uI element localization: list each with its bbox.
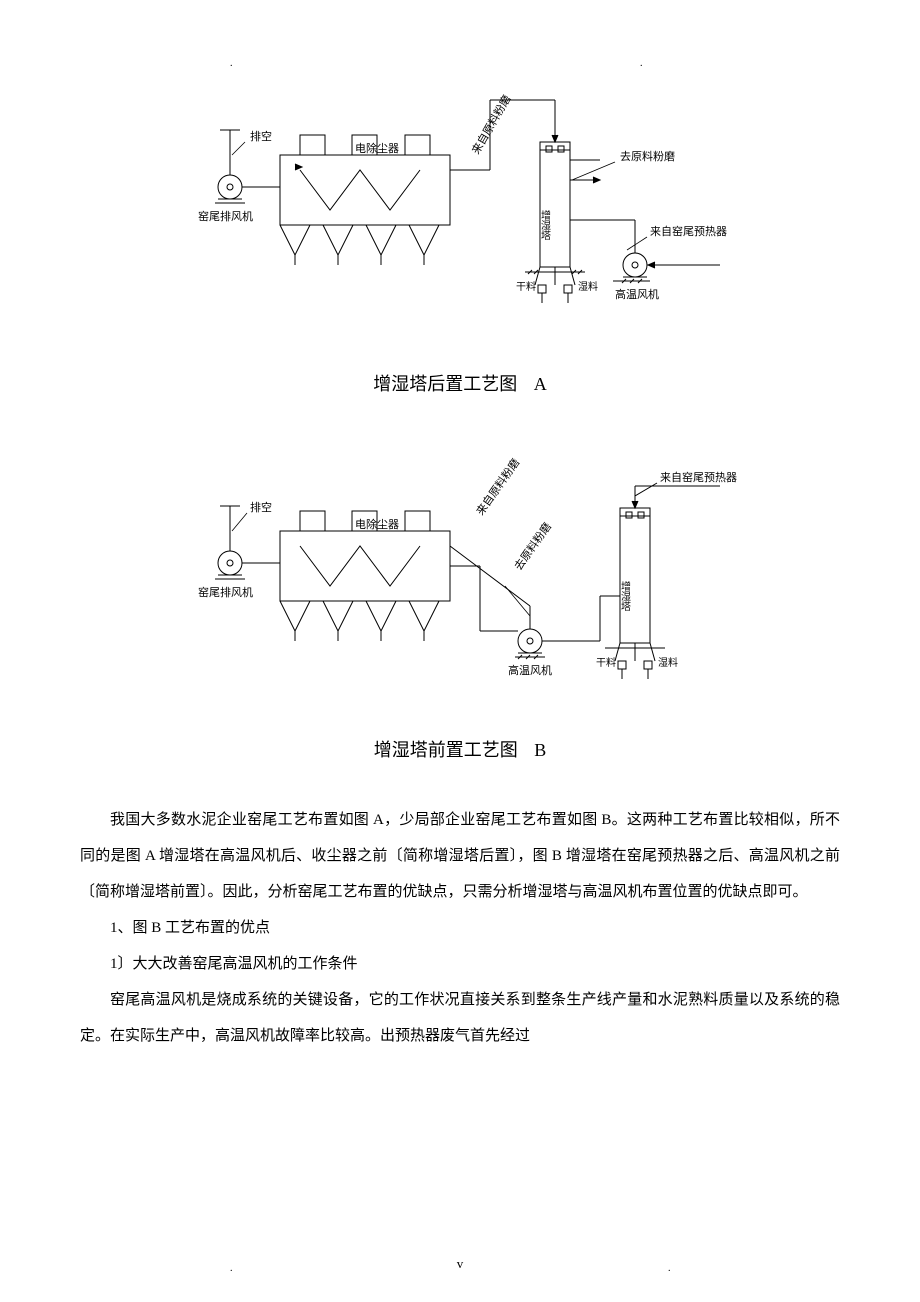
label-dry: 干料: [516, 280, 536, 293]
diagram-a-caption: 增湿塔后置工艺图 A: [80, 370, 840, 396]
label-exhaust-b: 排空: [250, 500, 272, 514]
caption-a-text: 增湿塔后置工艺图: [373, 374, 517, 394]
body-text: 我国大多数水泥企业窑尾工艺布置如图 A，少局部企业窑尾工艺布置如图 B。这两种工…: [80, 802, 840, 1054]
caption-b-text: 增湿塔前置工艺图: [374, 740, 518, 760]
label-humid-tower: 增湿塔: [539, 209, 551, 241]
diagram-b-container: 排空 窑尾排风机 电除尘器 来自原料粉磨: [80, 436, 840, 716]
label-from-raw-mill: 来自原料粉磨: [468, 92, 513, 156]
diagram-b-svg: 排空 窑尾排风机 电除尘器 来自原料粉磨: [160, 436, 760, 716]
diagram-b-caption: 增湿塔前置工艺图 B: [80, 736, 840, 762]
paragraph-3: 1〕大大改善窑尾高温风机的工作条件: [80, 946, 840, 982]
label-from-raw-mill-b: 来自原料粉磨: [473, 456, 522, 518]
diagram-a-svg: 排空 窑尾排风机 电除尘器 来自原料粉磨: [160, 60, 760, 350]
label-humid-tower-b: 增湿塔: [619, 580, 631, 612]
label-wet: 湿料: [578, 280, 598, 293]
label-to-raw-mill: 去原料粉磨: [620, 149, 675, 163]
caption-b-suffix: B: [534, 740, 546, 760]
label-high-temp-fan: 高温风机: [615, 287, 659, 301]
page-footer: v: [0, 1256, 920, 1272]
label-to-raw-mill-b: 去原料粉磨: [511, 520, 554, 573]
label-exhaust: 排空: [250, 129, 272, 143]
corner-dot: .: [640, 58, 643, 69]
label-dust-collector: 电除尘器: [355, 141, 399, 155]
label-from-preheater: 来自窑尾预热器: [650, 224, 727, 238]
label-high-temp-fan-b: 高温风机: [508, 663, 552, 677]
diagram-a-container: 排空 窑尾排风机 电除尘器 来自原料粉磨: [80, 60, 840, 350]
label-kiln-fan: 窑尾排风机: [198, 209, 253, 223]
label-wet-b: 湿料: [658, 656, 678, 669]
corner-dot: .: [230, 58, 233, 69]
label-dust-collector-b: 电除尘器: [355, 517, 399, 531]
paragraph-4: 窑尾高温风机是烧成系统的关键设备，它的工作状况直接关系到整条生产线产量和水泥熟料…: [80, 982, 840, 1054]
label-from-preheater-b: 来自窑尾预热器: [660, 470, 737, 484]
label-dry-b: 干料: [596, 656, 616, 669]
paragraph-2: 1、图 B 工艺布置的优点: [80, 910, 840, 946]
caption-a-suffix: A: [534, 374, 547, 394]
label-kiln-fan-b: 窑尾排风机: [198, 585, 253, 599]
paragraph-1: 我国大多数水泥企业窑尾工艺布置如图 A，少局部企业窑尾工艺布置如图 B。这两种工…: [80, 802, 840, 910]
